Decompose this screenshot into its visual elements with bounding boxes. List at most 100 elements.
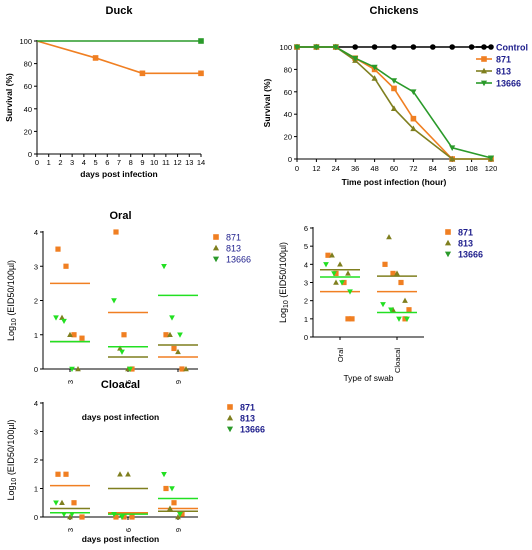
y-tick-label: 40 xyxy=(284,110,292,119)
strain-871-point xyxy=(163,332,169,338)
x-axis-label: Time post infection (hour) xyxy=(342,177,447,187)
Control-point xyxy=(430,44,436,50)
y-tick-label: 3 xyxy=(304,279,308,288)
legend-marker xyxy=(480,67,488,74)
strain-813-point xyxy=(67,331,73,337)
y-tick-label: 1 xyxy=(34,331,38,340)
strain-871-point xyxy=(402,316,408,322)
strain-871-point xyxy=(341,279,347,286)
y-tick-label: 3 xyxy=(34,428,38,437)
strain-13666-point xyxy=(53,500,59,506)
y-tick-label: 0 xyxy=(28,150,32,159)
chickens-chart: Chickens 0 20 40 60 80 100 0 12 24 36 48 60 72 84 96 108… xyxy=(262,5,528,187)
strain-871-point xyxy=(79,514,85,520)
13666-series-line xyxy=(297,46,492,159)
strain-13666-point xyxy=(169,315,175,321)
13666-point xyxy=(390,78,398,84)
y-tick-label: 2 xyxy=(34,297,38,306)
strain-13666-point xyxy=(323,262,329,268)
y-tick-label: 2 xyxy=(304,297,308,306)
strain-13666-point xyxy=(69,366,75,372)
13666-point xyxy=(313,44,320,51)
strain-813-point xyxy=(337,261,343,267)
strain-813-point xyxy=(394,270,400,276)
legend-marker xyxy=(481,44,487,50)
x-tick-label: 120 xyxy=(485,164,498,173)
strain-13666-point xyxy=(177,332,183,338)
legend-marker xyxy=(481,56,487,62)
strain-813-point xyxy=(175,514,181,520)
y-tick-label: 0 xyxy=(288,155,292,164)
strain-871-point xyxy=(121,332,127,338)
strain-813-point xyxy=(167,505,173,511)
x-tick-label: 14 xyxy=(197,158,205,167)
x-tick-label: 60 xyxy=(390,164,398,173)
813-point xyxy=(449,155,456,162)
871-point xyxy=(391,85,397,92)
strain-871-point xyxy=(113,514,119,520)
strain-871-point xyxy=(129,366,135,372)
x-tick-label: 8 xyxy=(129,158,133,167)
strain-871-point xyxy=(171,500,177,506)
13666-point xyxy=(352,55,359,62)
13666-point xyxy=(371,64,378,71)
y-tick-label: 40 xyxy=(24,105,32,114)
strain-13666-point xyxy=(119,349,125,355)
s13666-point xyxy=(198,38,204,44)
813-point xyxy=(371,75,378,81)
13666-point xyxy=(449,145,456,152)
strain-871-point xyxy=(390,270,396,277)
x-tick-label: 7 xyxy=(117,158,121,167)
x-tick-label: 3 xyxy=(66,528,75,532)
legend-entry: 871 xyxy=(226,233,241,243)
chart-title: Oral xyxy=(109,210,131,222)
strain-871-point xyxy=(55,471,61,477)
strain-13666-point xyxy=(161,264,167,270)
x-tick-label: 11 xyxy=(162,158,170,167)
x-tick-label: 48 xyxy=(370,164,378,173)
strain-13666-point xyxy=(169,486,175,492)
x-tick-label: 13 xyxy=(185,158,193,167)
Control-point xyxy=(391,44,397,50)
s871-series-line xyxy=(36,40,201,75)
legend-entry: 813 xyxy=(496,67,511,77)
strain-871-point xyxy=(63,471,69,477)
strain-813-point xyxy=(117,471,123,477)
legend-marker xyxy=(444,251,452,258)
y-axis-label: Survival (%) xyxy=(262,79,272,128)
13666-point xyxy=(332,44,339,51)
y-axis-label: Log10 (EID50/100µl) xyxy=(6,419,18,500)
legend-marker xyxy=(213,234,219,240)
y-tick-label: 20 xyxy=(284,133,292,142)
strain-813-point xyxy=(402,297,408,303)
legend-marker xyxy=(480,80,488,87)
y-tick-label: 2 xyxy=(34,456,38,465)
x-tick-label: 24 xyxy=(332,164,340,173)
y-tick-label: 60 xyxy=(24,82,32,91)
legend-entry: 813 xyxy=(226,244,241,254)
s871-point xyxy=(198,70,204,77)
Control-point xyxy=(468,44,475,50)
legend-entry: 813 xyxy=(240,414,255,424)
legend-marker xyxy=(227,404,233,410)
strain-13666-point xyxy=(404,316,410,322)
strain-13666-point xyxy=(61,318,67,325)
Control-point xyxy=(371,44,378,50)
x-tick-label: 6 xyxy=(124,528,133,532)
strain-813-point xyxy=(167,331,173,337)
strain-871-point xyxy=(71,500,77,506)
x-tick-label: 5 xyxy=(93,158,97,167)
oral-chart: Oral 0 1 2 3 4 3 6 9 days post infection Log10 (EI… xyxy=(6,210,251,422)
x-axis-label: days post infection xyxy=(82,534,159,544)
871-point xyxy=(410,115,417,122)
x-tick-label: 12 xyxy=(312,164,320,173)
strain-871-point xyxy=(171,345,177,352)
strain-13666-point xyxy=(161,472,167,478)
x-tick-label: 108 xyxy=(465,164,478,173)
strain-871-point xyxy=(163,485,169,492)
y-tick-label: 3 xyxy=(34,262,38,271)
x-tick-label: 3 xyxy=(66,380,75,384)
